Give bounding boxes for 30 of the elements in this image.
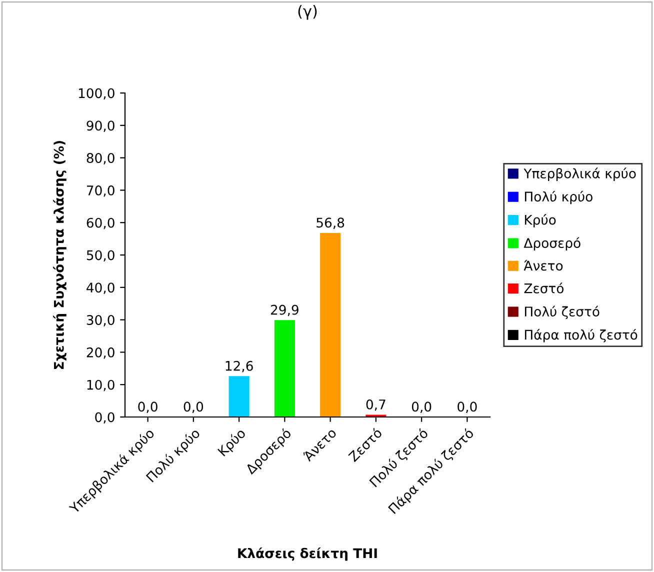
legend-label: Πολύ κρύο [524, 190, 592, 204]
legend-label: Πολύ ζεστό [524, 306, 600, 320]
y-tick-label: 10,0 [87, 380, 114, 392]
y-tick-label: 20,0 [86, 347, 114, 359]
data-label: 29,9 [270, 304, 298, 316]
data-label: 0,0 [184, 402, 204, 414]
y-tick-label: 90,0 [86, 120, 114, 132]
legend-label: Ζεστό [524, 282, 564, 294]
x-axis-title: Κλάσεις δείκτη THI [238, 547, 377, 561]
chart-title: (γ) [298, 5, 317, 20]
y-tick-label: 70,0 [86, 185, 114, 197]
y-tick-label: 50,0 [86, 250, 114, 262]
legend-label: Πάρα πολύ ζεστό [524, 329, 638, 342]
data-label: 0,7 [366, 399, 386, 411]
data-label: 0,0 [458, 402, 477, 414]
y-tick-label: 80,0 [86, 153, 114, 164]
data-label: 56,8 [316, 218, 344, 229]
legend-label: Υπερβολικά κρύο [524, 168, 636, 181]
legend-label: Δροσερό [524, 237, 580, 251]
y-tick-label: 30,0 [86, 315, 114, 326]
data-label: 0,0 [138, 402, 158, 414]
data-label: 0,0 [412, 402, 432, 414]
legend-label: Άνετο [524, 260, 563, 271]
y-tick-label: 40,0 [86, 282, 114, 294]
y-tick-label: 60,0 [86, 218, 114, 230]
y-tick-label: 0,0 [95, 412, 114, 424]
y-tick-label: 100,0 [78, 88, 114, 100]
legend-label: Κρύο [524, 214, 556, 228]
data-label: 12,6 [226, 360, 253, 372]
y-axis-title: Σχετική Συχνότητα κλάσης (%) [53, 140, 66, 369]
